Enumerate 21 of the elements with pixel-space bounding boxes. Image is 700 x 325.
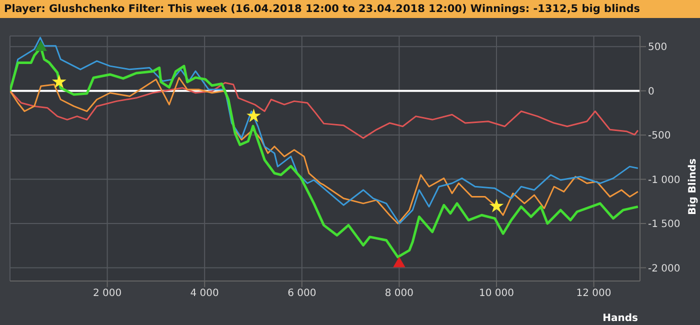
- point: [34, 40, 47, 52]
- point: [393, 256, 406, 268]
- point: [489, 198, 504, 212]
- x-tick-label: 10 000: [478, 288, 514, 300]
- y-tick-label: -1 000: [648, 174, 680, 186]
- line-series: [10, 82, 639, 139]
- y-tick-label: -2 000: [648, 263, 680, 274]
- x-tick-label: 2 000: [92, 288, 122, 300]
- y-tick-label: 500: [648, 42, 668, 54]
- x-tick-label: 12 000: [576, 288, 612, 300]
- point: [52, 74, 66, 88]
- x-axis-title: Hands: [602, 313, 638, 324]
- x-tick-label: 4 000: [190, 288, 219, 300]
- chart-title: Player: Glushchenko Filter: This week (16.04.2018 12:00 to 23.04.2018 12:00) Winnings: -1312,5 big blinds: [0, 0, 700, 18]
- y-axis-title: Big Blinds: [688, 158, 699, 215]
- x-tick-label: 8 000: [384, 288, 414, 300]
- x-tick-label: 6 000: [288, 288, 316, 300]
- y-tick-label: 0: [648, 86, 654, 98]
- point: [246, 108, 261, 122]
- y-tick-label: -1 500: [648, 219, 680, 230]
- y-tick-label: -500: [648, 130, 671, 142]
